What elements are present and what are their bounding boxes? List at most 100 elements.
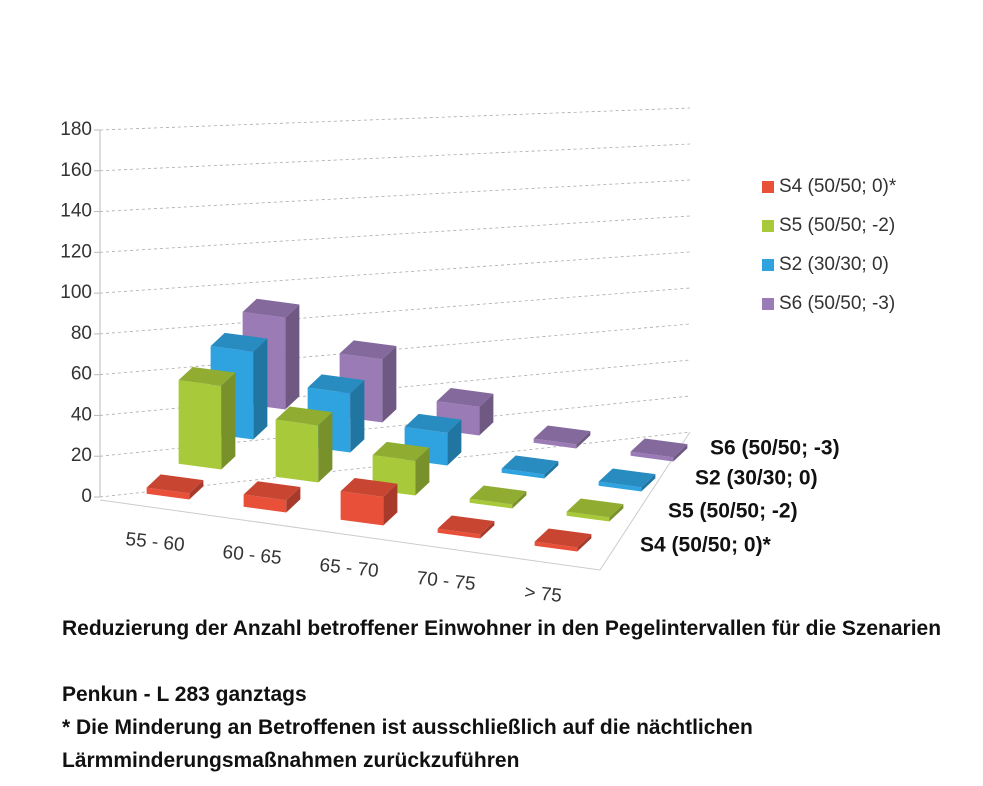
y-tick-label: 0 [81, 486, 92, 507]
bar-face [501, 455, 559, 475]
bar-face [243, 494, 287, 513]
bar [243, 481, 301, 513]
bar-face [221, 372, 236, 470]
bar-face [339, 340, 397, 360]
chart-note: * Die Minderung an Betroffenen ist aussc… [62, 716, 753, 772]
bar [533, 425, 591, 449]
bar-face [372, 441, 430, 461]
bar [598, 468, 656, 492]
bar-face [480, 521, 495, 539]
x-tick-label: 60 - 65 [222, 542, 283, 569]
bar-face [630, 451, 674, 462]
y-tick-label: 160 [60, 160, 92, 181]
bar-face [469, 485, 527, 505]
y-tick-label: 120 [60, 241, 92, 262]
bar-face [275, 406, 333, 426]
y-tick-label: 140 [60, 201, 92, 222]
bar-face [512, 491, 527, 509]
bar [630, 438, 688, 462]
bar-face [534, 541, 578, 552]
bar-face [673, 444, 688, 462]
bar-face [383, 483, 398, 526]
bar [178, 366, 236, 470]
floor-edge [99, 499, 601, 571]
grid-line [99, 179, 691, 212]
chart: 0 20 40 60 80 100 120 140 160 180 55 - 60 60 - 65 65… [60, 107, 897, 607]
bar [534, 528, 592, 552]
bar-face [210, 332, 268, 352]
bar-face [307, 374, 365, 394]
grid-line [99, 107, 691, 131]
y-tick-label: 40 [71, 404, 92, 425]
y-tick-label: 100 [60, 282, 92, 303]
x-tick-label: 70 - 75 [416, 568, 477, 595]
bar-face [577, 534, 592, 552]
grid-line [99, 287, 691, 335]
bar-face [340, 491, 384, 526]
grid-line [99, 251, 691, 294]
bar-face [533, 438, 577, 449]
legend-label: S4 (50/50; 0)* [779, 176, 897, 197]
bar-face [566, 511, 610, 522]
chart-title: Reduzierung der Anzahl betroffener Einwo… [62, 617, 942, 640]
bar-face [437, 515, 495, 535]
bar-face [598, 481, 642, 492]
bar-face [447, 419, 462, 466]
bar-face [415, 447, 430, 496]
bar [340, 477, 398, 526]
bar-face [630, 438, 688, 458]
bar-face [533, 425, 591, 445]
bar-face [253, 338, 268, 440]
depth-label: S4 (50/50; 0)* [640, 534, 772, 557]
bar-face [178, 366, 236, 386]
x-tick-label: 65 - 70 [319, 555, 380, 582]
bar-face [544, 461, 559, 479]
bar-face [479, 393, 494, 436]
bar-face [243, 481, 301, 501]
legend-swatch [762, 181, 774, 193]
bar-face [286, 487, 301, 513]
bar-face [318, 412, 333, 483]
legend-swatch [762, 220, 774, 232]
bar-face [534, 528, 592, 548]
bar-face [350, 380, 365, 453]
bar-face [609, 504, 624, 522]
bar [275, 406, 333, 483]
bar-face [436, 387, 494, 407]
grid-line [99, 215, 691, 253]
y-tick-label: 180 [60, 119, 92, 140]
bar-face [382, 346, 397, 423]
depth-label: S5 (50/50; -2) [668, 500, 798, 523]
bar-face [285, 304, 300, 410]
bar-face [641, 474, 656, 492]
depth-label: S6 (50/50; -3) [710, 437, 840, 460]
bar-face [275, 419, 319, 483]
x-tick-label: > 75 [523, 582, 563, 607]
bar [146, 474, 204, 500]
bar [501, 455, 559, 479]
bar-face [178, 380, 222, 470]
bar-face [146, 487, 190, 500]
bar-face [340, 477, 398, 497]
bar-face [404, 413, 462, 433]
grid-line [99, 143, 691, 172]
chart-subtitle: Penkun - L 283 ganztags [62, 683, 307, 706]
legend-label: S2 (30/30; 0) [779, 254, 889, 275]
x-tick-label: 55 - 60 [125, 529, 186, 556]
y-tick-label: 20 [71, 445, 92, 466]
legend-swatch [762, 259, 774, 271]
bar [372, 441, 430, 496]
bar-face [566, 498, 624, 518]
bar-face [146, 474, 204, 494]
y-tick-label: 60 [71, 364, 92, 385]
bar-face [242, 298, 300, 318]
bar-face [469, 498, 513, 509]
bar [469, 485, 527, 509]
y-tick-label: 80 [71, 323, 92, 344]
bar-face [437, 528, 481, 539]
legend-label: S5 (50/50; -2) [779, 215, 895, 236]
legend-swatch [762, 298, 774, 310]
bar [437, 515, 495, 539]
bar-face [598, 468, 656, 488]
